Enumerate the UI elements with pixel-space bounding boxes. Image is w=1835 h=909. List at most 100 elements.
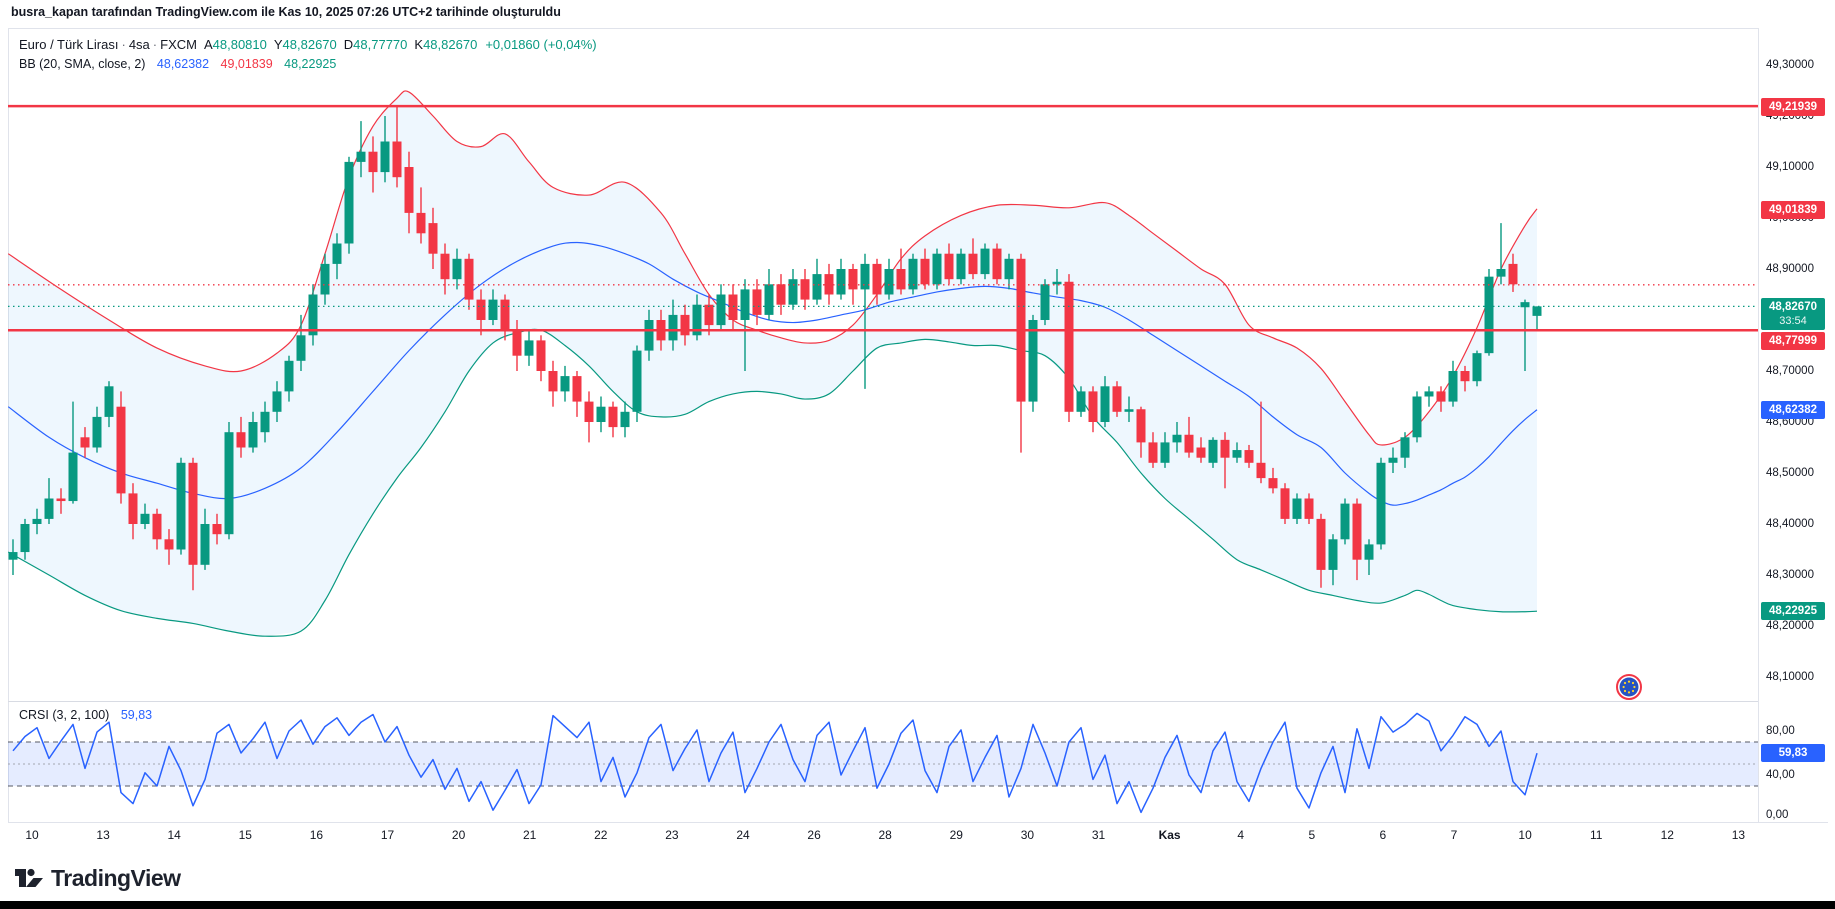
candle-body bbox=[488, 299, 498, 320]
candle-body bbox=[380, 141, 390, 173]
candle-body bbox=[260, 411, 270, 433]
candle-body bbox=[1340, 503, 1350, 540]
bollinger-basis-line[interactable] bbox=[8, 241, 1538, 506]
bollinger-lower-band[interactable] bbox=[8, 328, 1538, 637]
symbol-interval[interactable]: 4sa bbox=[128, 37, 150, 52]
symbol-exchange: FXCM bbox=[160, 37, 197, 52]
candle-body bbox=[992, 248, 1002, 280]
price-axis-tick: 48,20000 bbox=[1766, 620, 1814, 632]
candle-body bbox=[920, 258, 930, 285]
price-axis-tick: 48,40000 bbox=[1766, 518, 1814, 530]
symbol-title[interactable]: Euro / Türk Lirası bbox=[19, 37, 119, 52]
bb-lower-value: 48,22925 bbox=[284, 57, 337, 71]
candle-body bbox=[692, 304, 702, 336]
candlestick-series[interactable] bbox=[8, 105, 1542, 591]
candle-body bbox=[1220, 439, 1230, 458]
candle-body bbox=[140, 513, 150, 524]
candle-body bbox=[932, 253, 942, 285]
time-axis-label: 29 bbox=[949, 828, 963, 842]
candle-body bbox=[404, 167, 414, 213]
price-change: +0,01860 (+0,04%) bbox=[485, 37, 597, 52]
candle-body bbox=[1460, 371, 1470, 382]
candle-body bbox=[92, 416, 102, 448]
candle-body bbox=[1004, 258, 1014, 280]
candle-body bbox=[80, 437, 90, 448]
candle-body bbox=[812, 274, 822, 300]
candle-body bbox=[560, 376, 570, 392]
candle-body bbox=[1208, 439, 1218, 463]
time-axis[interactable]: 10 13 14 15 16 17 20 21 22 23 24 26 28 29 30 31 Kas 4 5 6 7 1… bbox=[8, 822, 1828, 850]
candle-body bbox=[176, 462, 186, 550]
candle-body bbox=[200, 524, 210, 565]
candle-body bbox=[44, 498, 54, 519]
time-axis-label: 5 bbox=[1308, 828, 1316, 842]
time-axis-label: 4 bbox=[1237, 828, 1245, 842]
time-axis-label: 14 bbox=[167, 828, 181, 842]
bar-countdown: 33:54 bbox=[1779, 315, 1807, 327]
candle-body bbox=[1232, 450, 1242, 458]
candle-body bbox=[1364, 544, 1374, 560]
candle-body bbox=[308, 294, 318, 336]
crsi-axis-tick: 0,00 bbox=[1766, 809, 1789, 821]
candle-body bbox=[68, 452, 78, 502]
time-axis-label: 6 bbox=[1379, 828, 1387, 842]
time-axis-label: 15 bbox=[238, 828, 252, 842]
crsi-indicator-name[interactable]: CRSI (3, 2, 100) bbox=[19, 708, 110, 722]
candle-body bbox=[1100, 386, 1110, 422]
bollinger-band-fill bbox=[8, 90, 1538, 637]
ohlc-value: 48,80810 bbox=[212, 37, 267, 52]
pane-divider[interactable] bbox=[8, 701, 1828, 702]
candle-body bbox=[1532, 306, 1542, 316]
candle-body bbox=[1328, 539, 1338, 570]
candle-body bbox=[644, 320, 654, 351]
crsi-legend-row[interactable]: CRSI (3, 2, 100) 59,83 bbox=[19, 708, 152, 722]
candle-body bbox=[704, 304, 714, 326]
crsi-indicator-pane[interactable] bbox=[8, 701, 1758, 822]
candle-body bbox=[464, 258, 474, 300]
time-axis-label: Kas bbox=[1158, 828, 1181, 842]
candle-body bbox=[128, 493, 138, 524]
candle-body bbox=[980, 248, 990, 275]
legend-separator: · bbox=[152, 37, 158, 52]
candle-body bbox=[320, 263, 330, 295]
ohlc-letter: Y bbox=[273, 37, 283, 52]
ohlc-value: 48,82670 bbox=[282, 37, 337, 52]
time-axis-label: 28 bbox=[878, 828, 892, 842]
candle-body bbox=[56, 498, 66, 502]
candle-body bbox=[20, 524, 30, 553]
time-axis-label: 21 bbox=[523, 828, 537, 842]
time-axis-label: 13 bbox=[96, 828, 110, 842]
candle-body bbox=[608, 406, 618, 428]
eu-flag-economic-event-icon[interactable] bbox=[1616, 674, 1642, 700]
candle-body bbox=[500, 299, 510, 331]
tradingview-logo[interactable]: TradingView bbox=[14, 864, 181, 892]
bb-basis-value: 48,62382 bbox=[156, 57, 210, 71]
ohlc-values: A48,80810 Y48,82670 D48,77770 K48,82670 bbox=[197, 37, 477, 52]
candle-body bbox=[620, 411, 630, 428]
candle-body bbox=[728, 294, 738, 320]
candle-body bbox=[296, 335, 306, 361]
candle-body bbox=[104, 386, 114, 417]
price-axis[interactable]: 49,3000049,2000049,1000049,0000048,90000… bbox=[1758, 28, 1828, 822]
bb-indicator-name[interactable]: BB (20, SMA, close, 2) bbox=[19, 57, 146, 71]
symbol-legend-row[interactable]: Euro / Türk Lirası · 4sa · FXCM A48,80810 Y48,… bbox=[19, 36, 597, 54]
candle-body bbox=[428, 223, 438, 254]
candle-body bbox=[8, 552, 18, 560]
time-axis-label: 23 bbox=[665, 828, 679, 842]
candle-body bbox=[788, 279, 798, 305]
bb-legend-row[interactable]: BB (20, SMA, close, 2) 48,62382 49,01839… bbox=[19, 55, 597, 73]
price-axis-tick: 48,70000 bbox=[1766, 365, 1814, 377]
candle-body bbox=[332, 243, 342, 264]
time-axis-label: 30 bbox=[1020, 828, 1035, 842]
candle-body bbox=[956, 253, 966, 280]
candle-body bbox=[716, 294, 726, 326]
candle-body bbox=[1280, 488, 1290, 519]
candle-body bbox=[224, 432, 234, 535]
main-chart-pane[interactable] bbox=[8, 28, 1758, 701]
candle-body bbox=[248, 422, 258, 448]
time-axis-label: 10 bbox=[25, 828, 39, 842]
candle-body bbox=[536, 340, 546, 371]
candle-body bbox=[776, 284, 786, 305]
time-axis-label: 26 bbox=[807, 828, 821, 842]
candle-body bbox=[476, 299, 486, 320]
